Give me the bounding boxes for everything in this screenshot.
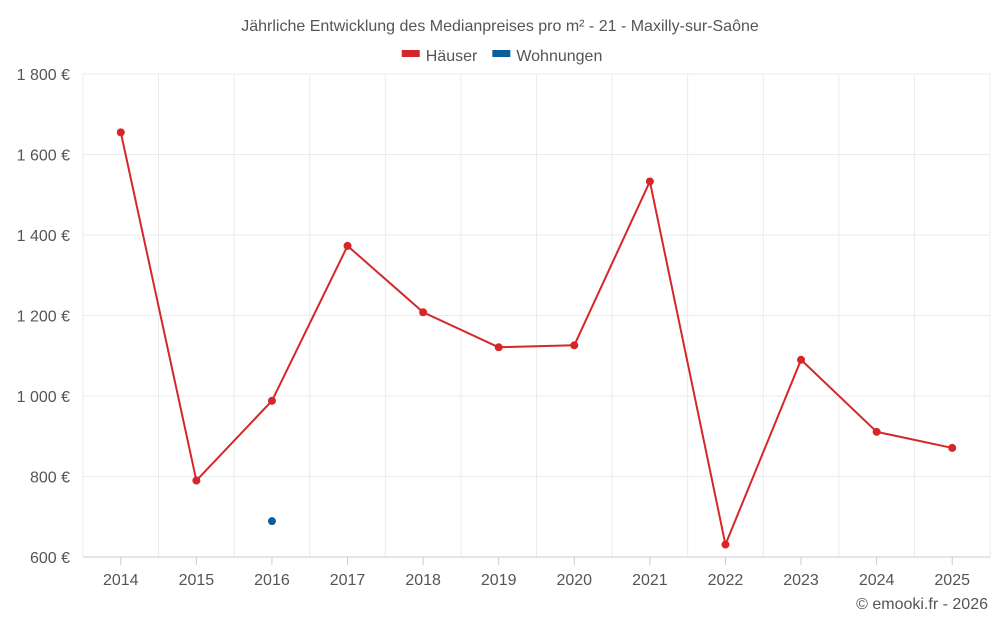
x-tick-label: 2017 xyxy=(330,572,366,589)
y-tick-label: 1 200 € xyxy=(17,309,70,326)
x-tick-label: 2021 xyxy=(632,572,668,589)
data-point[interactable] xyxy=(343,241,352,250)
grid xyxy=(82,73,991,558)
x-tick-label: 2014 xyxy=(103,572,139,589)
x-axis-ticks: 2014 2015 2016 2017 2018 2019 2020 2021 2022 2023… xyxy=(103,557,970,589)
legend-label[interactable]: Wohnungen xyxy=(516,48,602,65)
y-tick-label: 600 € xyxy=(30,550,70,567)
chart-title: Jährliche Entwicklung des Medianpreises … xyxy=(241,18,759,35)
data-point[interactable] xyxy=(570,341,579,350)
legend-marker xyxy=(492,50,511,57)
data-point[interactable] xyxy=(797,355,806,364)
data-point[interactable] xyxy=(721,540,730,549)
credit-text: © emooki.fr - 2026 xyxy=(856,596,988,613)
data-point[interactable] xyxy=(948,443,957,452)
x-tick-label: 2020 xyxy=(556,572,592,589)
x-tick-label: 2023 xyxy=(783,572,819,589)
data-point[interactable] xyxy=(192,476,201,485)
data-point[interactable] xyxy=(419,308,428,317)
y-tick-label: 1 000 € xyxy=(17,389,70,406)
y-tick-label: 1 600 € xyxy=(17,148,70,165)
x-tick-label: 2024 xyxy=(859,572,895,589)
x-tick-label: 2019 xyxy=(481,572,517,589)
y-tick-label: 1 400 € xyxy=(17,228,70,245)
y-tick-label: 800 € xyxy=(30,470,70,487)
x-tick-label: 2016 xyxy=(254,572,290,589)
x-tick-label: 2022 xyxy=(708,572,744,589)
data-point[interactable] xyxy=(267,517,276,526)
data-point[interactable] xyxy=(267,396,276,405)
y-axis-ticks: 600 € 800 € 1 000 € 1 200 € 1 400 € 1 600 € 1 … xyxy=(17,67,70,567)
data-point[interactable] xyxy=(645,177,654,186)
data-point[interactable] xyxy=(116,128,125,137)
legend-label[interactable]: Häuser xyxy=(426,48,478,65)
x-tick-label: 2018 xyxy=(405,572,441,589)
legend-marker xyxy=(401,50,420,57)
series-line-häuser xyxy=(119,132,953,546)
x-tick-label: 2025 xyxy=(934,572,970,589)
data-point[interactable] xyxy=(872,427,881,436)
legend: Häuser Wohnungen xyxy=(401,48,602,65)
y-tick-label: 1 800 € xyxy=(17,67,70,84)
data-point[interactable] xyxy=(494,343,503,352)
series-layer xyxy=(116,128,957,549)
x-tick-label: 2015 xyxy=(179,572,215,589)
